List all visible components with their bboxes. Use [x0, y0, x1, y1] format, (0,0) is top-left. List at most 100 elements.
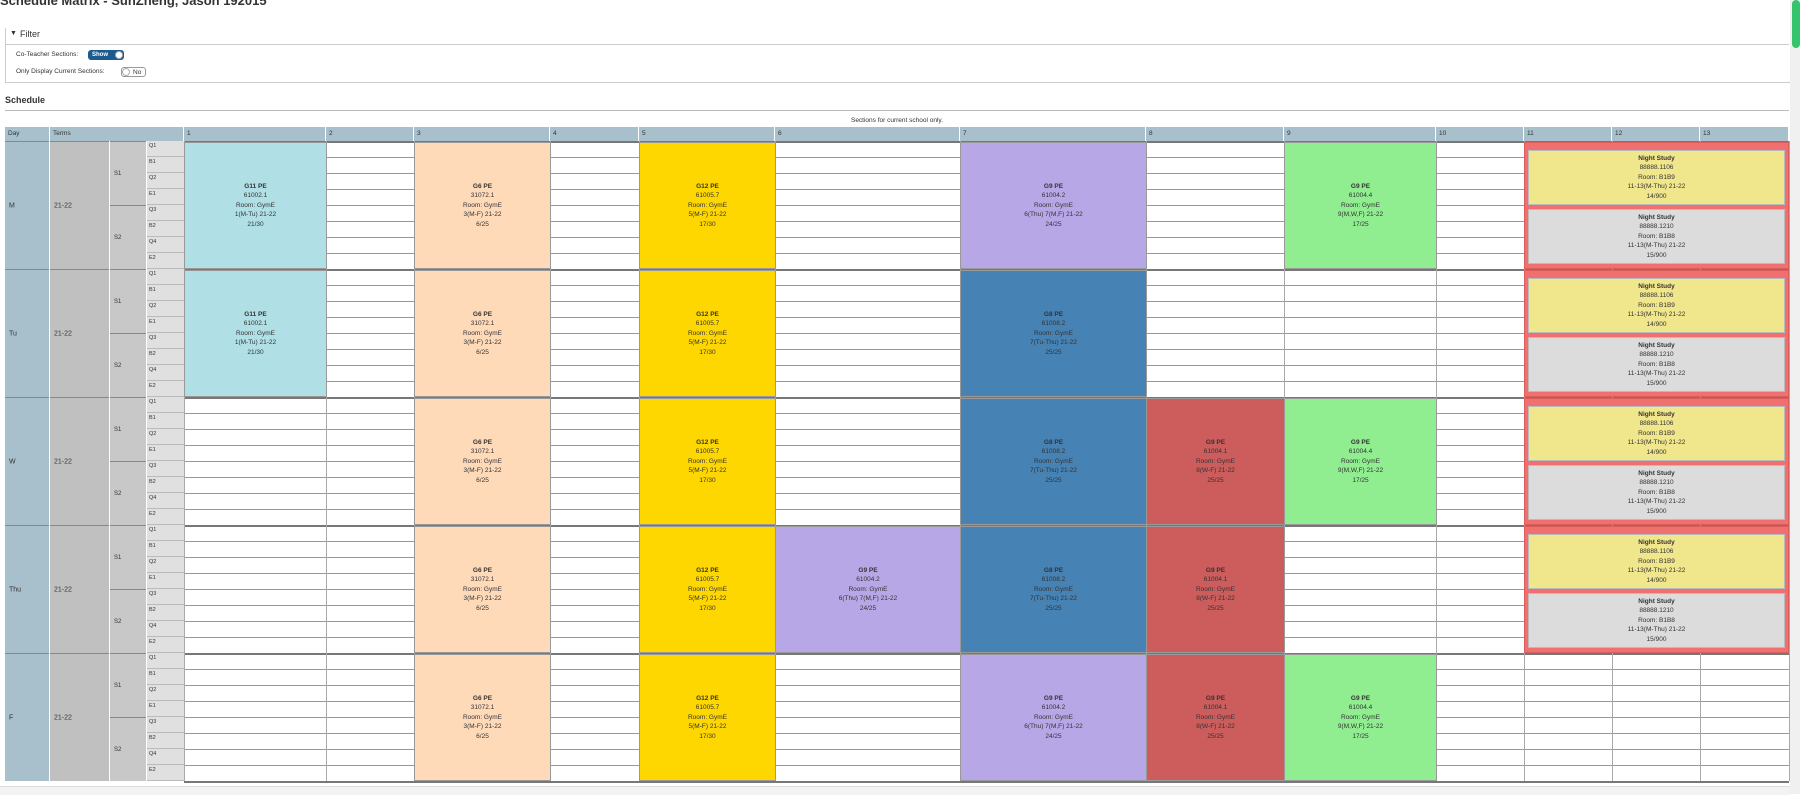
block-code: 61004.2	[856, 576, 880, 584]
schedule-title: Schedule	[5, 95, 46, 105]
class-block[interactable]: G12 PE 61005.7 Room: GymE 5(M-F) 21-22 17/30	[639, 654, 776, 781]
horizontal-scrollbar[interactable]	[0, 786, 1790, 795]
class-block[interactable]: G9 PE 61004.2 Room: GymE 6(Thu) 7(M,F) 21-2…	[775, 526, 961, 653]
class-block[interactable]: G9 PE 61004.4 Room: GymE 9(M,W,F) 21-22 17/2…	[1284, 142, 1437, 269]
filter-header[interactable]: ▼ Filter	[5, 28, 1789, 45]
night-study-block[interactable]: Night Study 88888.1106 Room: B1B9 11-13(M-T…	[1524, 142, 1789, 269]
night-study-block[interactable]: Night Study 88888.1106 Room: B1B9 11-13(M-T…	[1524, 270, 1789, 397]
class-block[interactable]: G8 PE 61008.2 Room: GymE 7(Tu-Thu) 21-22 25/…	[960, 526, 1147, 653]
night-room: Room: B1B9	[1638, 557, 1675, 565]
block-code: 31072.1	[470, 192, 495, 200]
quarter-cell: E1	[147, 189, 184, 205]
caret-down-icon[interactable]: ▼	[10, 30, 17, 37]
quarter-cell: Q4	[147, 749, 184, 765]
class-block[interactable]: G6 PE 31072.1 Room: GymE 3(M-F) 21-22 6/25	[414, 654, 551, 781]
class-block[interactable]: G9 PE 61004.1 Room: GymE 8(W-F) 21-22 25/25	[1146, 398, 1285, 525]
block-title: G6 PE	[472, 694, 493, 702]
class-block[interactable]: G11 PE 61002.1 Room: GymE 1(M-Tu) 21-22 21/3…	[184, 270, 327, 397]
night-title: Night Study	[1638, 154, 1675, 162]
night-study-block[interactable]: Night Study 88888.1106 Room: B1B9 11-13(M-T…	[1524, 398, 1789, 525]
semester-label: S1	[114, 554, 122, 561]
class-block[interactable]: G9 PE 61004.1 Room: GymE 8(W-F) 21-22 25/25	[1146, 526, 1285, 653]
class-block[interactable]: G12 PE 61005.7 Room: GymE 5(M-F) 21-22 17/30	[639, 398, 776, 525]
night-study-b[interactable]: Night Study 88888.1210 Room: B1B8 11-13(M-T…	[1528, 337, 1785, 392]
class-block[interactable]: G6 PE 31072.1 Room: GymE 3(M-F) 21-22 6/25	[414, 526, 551, 653]
class-block[interactable]: G8 PE 61008.2 Room: GymE 7(Tu-Thu) 21-22 25/…	[960, 270, 1147, 397]
quarter-cell: Q4	[147, 237, 184, 253]
block-enroll: 17/25	[1352, 476, 1369, 484]
block-room: Room: GymE	[687, 585, 727, 593]
block-title: G6 PE	[472, 566, 493, 574]
block-time: 5(M-F) 21-22	[688, 723, 727, 731]
class-block[interactable]: G11 PE 61002.1 Room: GymE 1(M-Tu) 21-22 21/3…	[184, 142, 327, 269]
block-time: 1(M-Tu) 21-22	[234, 339, 277, 347]
class-block[interactable]: G6 PE 31072.1 Room: GymE 3(M-F) 21-22 6/25	[414, 270, 551, 397]
class-block[interactable]: G12 PE 61005.7 Room: GymE 5(M-F) 21-22 17/30	[639, 526, 776, 653]
day-cell: W	[5, 397, 49, 525]
night-study-b[interactable]: Night Study 88888.1210 Room: B1B8 11-13(M-T…	[1528, 465, 1785, 520]
block-code: 61005.7	[695, 192, 720, 200]
block-time: 9(M,W,F) 21-22	[1337, 211, 1384, 219]
block-code: 61008.2	[1041, 448, 1066, 456]
header-period: 3	[414, 127, 550, 141]
night-study-a[interactable]: Night Study 88888.1106 Room: B1B9 11-13(M-T…	[1528, 278, 1785, 333]
filter-title[interactable]: Filter	[20, 29, 40, 39]
quarter-cell: B1	[147, 157, 184, 173]
class-block[interactable]: G9 PE 61004.4 Room: GymE 9(M,W,F) 21-22 17/2…	[1284, 398, 1437, 525]
night-time: 11-13(M-Thu) 21-22	[1627, 311, 1686, 319]
block-enroll: 17/30	[699, 732, 716, 740]
class-block[interactable]: G9 PE 61004.2 Room: GymE 6(Thu) 7(M,F) 21-2…	[960, 654, 1147, 781]
block-title: G9 PE	[1043, 694, 1064, 702]
class-block[interactable]: G12 PE 61005.7 Room: GymE 5(M-F) 21-22 17/30	[639, 270, 776, 397]
block-code: 31072.1	[470, 320, 495, 328]
class-block[interactable]: G9 PE 61004.4 Room: GymE 9(M,W,F) 21-22 17/2…	[1284, 654, 1437, 781]
quarter-cell: B2	[147, 349, 184, 365]
vertical-scrollbar[interactable]	[1790, 0, 1800, 794]
quarter-cell: Q4	[147, 365, 184, 381]
co-teacher-toggle[interactable]: Show	[88, 50, 124, 60]
night-study-b[interactable]: Night Study 88888.1210 Room: B1B8 11-13(M-T…	[1528, 209, 1785, 264]
night-title: Night Study	[1638, 213, 1675, 221]
scrollbar-thumb[interactable]	[1792, 0, 1800, 48]
block-room: Room: GymE	[462, 713, 502, 721]
day-label: W	[9, 458, 16, 465]
night-time: 11-13(M-Thu) 21-22	[1627, 242, 1686, 250]
block-time: 3(M-F) 21-22	[463, 595, 502, 603]
night-enroll: 15/900	[1646, 379, 1667, 387]
night-title: Night Study	[1638, 410, 1675, 418]
block-title: G8 PE	[1043, 438, 1064, 446]
block-enroll: 6/25	[476, 732, 489, 740]
term-cell: 21-22	[50, 269, 109, 397]
class-block[interactable]: G9 PE 61004.2 Room: GymE 6(Thu) 7(M,F) 21-2…	[960, 142, 1147, 269]
night-study-block[interactable]: Night Study 88888.1106 Room: B1B9 11-13(M-T…	[1524, 526, 1789, 653]
semester-label: S1	[114, 298, 122, 305]
block-title: G12 PE	[696, 566, 719, 574]
class-block[interactable]: G6 PE 31072.1 Room: GymE 3(M-F) 21-22 6/25	[414, 398, 551, 525]
class-block[interactable]: G6 PE 31072.1 Room: GymE 3(M-F) 21-22 6/25	[414, 142, 551, 269]
semester-label: S1	[114, 682, 122, 689]
quarter-cell: B2	[147, 477, 184, 493]
night-study-a[interactable]: Night Study 88888.1106 Room: B1B9 11-13(M-T…	[1528, 406, 1785, 461]
class-block[interactable]: G12 PE 61005.7 Room: GymE 5(M-F) 21-22 17/30	[639, 142, 776, 269]
block-enroll: 25/25	[1045, 604, 1062, 612]
block-code: 61004.1	[1203, 448, 1228, 456]
class-block[interactable]: G9 PE 61004.1 Room: GymE 8(W-F) 21-22 25/25	[1146, 654, 1285, 781]
night-study-a[interactable]: Night Study 88888.1106 Room: B1B9 11-13(M-T…	[1528, 150, 1785, 205]
class-block[interactable]: G8 PE 61008.2 Room: GymE 7(Tu-Thu) 21-22 25/…	[960, 398, 1147, 525]
header-period: 12	[1612, 127, 1700, 141]
block-title: G12 PE	[696, 182, 719, 190]
quarter-cell: Q2	[147, 429, 184, 445]
current-sections-toggle[interactable]: No	[121, 67, 146, 77]
night-study-a[interactable]: Night Study 88888.1106 Room: B1B9 11-13(M-T…	[1528, 534, 1785, 589]
night-study-b[interactable]: Night Study 88888.1210 Room: B1B8 11-13(M-T…	[1528, 593, 1785, 648]
block-room: Room: GymE	[1033, 713, 1073, 721]
night-code: 88888.1210	[1639, 479, 1674, 487]
block-room: Room: GymE	[1033, 329, 1073, 337]
block-enroll: 21/30	[247, 220, 264, 228]
block-time: 5(M-F) 21-22	[688, 595, 727, 603]
block-room: Room: GymE	[687, 201, 727, 209]
quarter-cell: E1	[147, 317, 184, 333]
night-room: Room: B1B8	[1638, 360, 1675, 368]
quarter-cell: Q1	[147, 141, 184, 157]
night-enroll: 15/900	[1646, 251, 1667, 259]
